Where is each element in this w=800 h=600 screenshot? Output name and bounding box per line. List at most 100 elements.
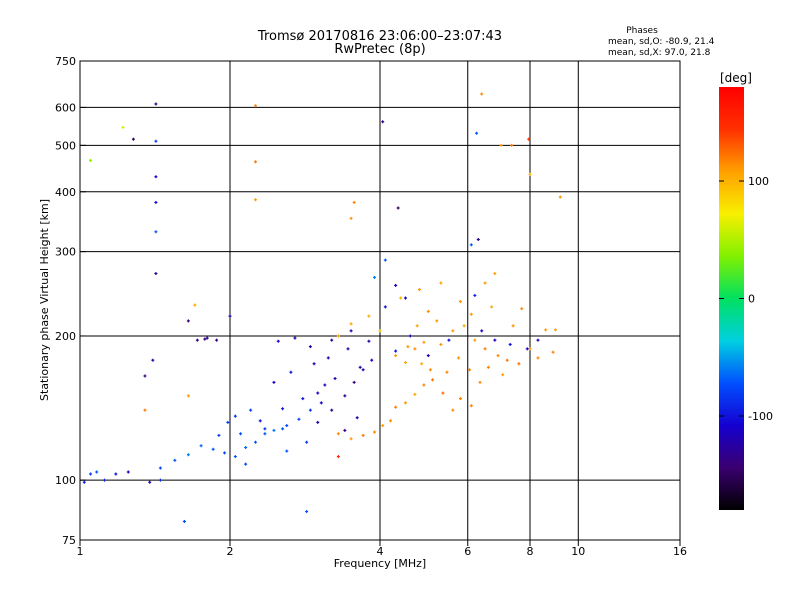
data-point: [355, 416, 359, 420]
data-point: [422, 383, 426, 387]
data-point: [520, 307, 524, 311]
data-point: [428, 368, 432, 372]
data-point: [199, 444, 203, 448]
data-point: [336, 455, 340, 459]
data-point: [462, 324, 466, 328]
data-point: [480, 329, 484, 333]
data-point: [308, 408, 312, 412]
plot-frame: [79, 60, 681, 541]
data-point: [233, 455, 237, 459]
data-point: [367, 314, 371, 318]
data-point: [508, 342, 512, 346]
data-point: [417, 288, 421, 292]
data-point: [319, 401, 323, 405]
data-point: [336, 334, 340, 338]
data-point: [233, 414, 237, 418]
data-point: [505, 358, 509, 362]
data-point: [186, 319, 190, 323]
data-point: [403, 401, 407, 405]
data-point: [244, 462, 248, 466]
data-point: [475, 131, 479, 135]
data-point: [406, 345, 410, 349]
data-point: [89, 472, 93, 476]
data-point: [431, 378, 435, 382]
data-point: [435, 319, 439, 323]
data-point: [451, 329, 455, 333]
data-point: [253, 160, 257, 164]
x-tick-labels: 1 2 4 6 8 10 16: [77, 545, 688, 558]
data-point: [346, 347, 350, 351]
data-point: [528, 172, 532, 176]
data-point: [173, 458, 177, 462]
data-point: [422, 340, 426, 344]
x-tick-label: 2: [227, 545, 234, 558]
data-point: [403, 296, 407, 300]
data-point: [281, 407, 285, 411]
data-point: [305, 440, 309, 444]
data-point: [473, 338, 477, 342]
data-point: [154, 200, 158, 204]
data-point: [420, 362, 424, 366]
data-point: [285, 424, 289, 428]
data-point: [389, 419, 393, 423]
y-tick-label: 500: [55, 139, 76, 152]
data-point: [394, 283, 398, 287]
data-point: [154, 230, 158, 234]
data-point: [413, 392, 417, 396]
data-point: [352, 200, 356, 204]
x-tick-label: 4: [377, 545, 384, 558]
data-point: [511, 324, 515, 328]
data-point: [82, 480, 86, 484]
data-point: [195, 338, 199, 342]
y-tick-label: 75: [62, 534, 76, 547]
x-tick-label: 6: [464, 545, 471, 558]
data-point: [333, 377, 337, 381]
data-point: [305, 510, 309, 514]
data-point: [244, 445, 248, 449]
data-point: [439, 281, 443, 285]
data-point: [441, 391, 445, 395]
data-point: [126, 470, 130, 474]
data-point: [289, 370, 293, 374]
data-point: [349, 329, 353, 333]
data-point: [527, 137, 531, 141]
data-point: [378, 329, 382, 333]
data-point: [349, 216, 353, 220]
data-point: [217, 433, 221, 437]
x-tick-label: 10: [571, 545, 585, 558]
data-point: [361, 433, 365, 437]
data-point: [121, 125, 125, 129]
y-tick-label: 750: [55, 55, 76, 68]
data-point: [445, 370, 449, 374]
data-point: [381, 120, 385, 124]
data-point: [558, 195, 562, 199]
data-point: [473, 293, 477, 297]
x-tick-label: 1: [77, 545, 84, 558]
y-tick-labels: 75 100 200 300 400 500 600 750: [55, 55, 76, 547]
data-point: [186, 453, 190, 457]
data-point: [211, 447, 215, 451]
data-point: [396, 206, 400, 210]
data-point: [525, 347, 529, 351]
data-point: [143, 408, 147, 412]
data-point: [476, 237, 480, 241]
chart-subtitle: RwPretec (8p): [334, 42, 425, 57]
x-axis-label: Frequency [MHz]: [334, 557, 426, 570]
data-point: [312, 362, 316, 366]
data-point: [373, 430, 377, 434]
data-point: [408, 334, 412, 338]
data-point: [186, 394, 190, 398]
data-point: [151, 358, 155, 362]
data-point: [352, 380, 356, 384]
data-point: [458, 397, 462, 401]
data-point: [458, 300, 462, 304]
data-point: [89, 158, 93, 162]
data-point: [272, 428, 276, 432]
data-point: [154, 272, 158, 276]
data-point: [239, 432, 243, 436]
data-point: [413, 347, 417, 351]
data-point: [367, 339, 371, 343]
data-point: [258, 419, 262, 423]
